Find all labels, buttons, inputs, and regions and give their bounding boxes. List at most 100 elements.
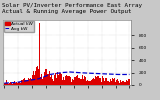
Bar <box>7 82 8 85</box>
Bar <box>4 83 5 85</box>
Bar <box>54 75 55 85</box>
Bar <box>60 73 61 85</box>
Bar <box>123 79 124 85</box>
Bar <box>11 82 12 85</box>
Bar <box>21 80 22 85</box>
Bar <box>31 74 32 85</box>
Bar <box>58 75 59 85</box>
Bar <box>112 78 113 85</box>
Bar <box>116 80 117 85</box>
Bar <box>66 75 67 85</box>
Bar <box>28 78 29 85</box>
Bar <box>95 79 96 85</box>
Bar <box>62 80 63 85</box>
Bar <box>90 81 91 85</box>
Bar <box>109 82 110 85</box>
Bar <box>6 80 7 85</box>
Bar <box>24 78 25 85</box>
Bar <box>15 84 16 85</box>
Bar <box>110 79 111 85</box>
Bar <box>119 79 120 85</box>
Bar <box>51 75 52 85</box>
Legend: Actual kW, Avg kW: Actual kW, Avg kW <box>4 21 34 32</box>
Bar <box>38 69 39 85</box>
Bar <box>49 71 50 85</box>
Bar <box>64 80 65 85</box>
Bar <box>79 77 80 85</box>
Bar <box>12 84 13 85</box>
Bar <box>70 77 71 85</box>
Bar <box>34 75 35 85</box>
Bar <box>85 76 86 85</box>
Bar <box>44 72 45 85</box>
Bar <box>55 77 56 85</box>
Bar <box>82 75 83 85</box>
Bar <box>86 80 87 85</box>
Bar <box>16 82 17 85</box>
Bar <box>125 82 126 85</box>
Bar <box>73 80 74 85</box>
Bar <box>118 81 119 85</box>
Bar <box>106 78 107 85</box>
Bar <box>17 83 18 85</box>
Bar <box>98 76 99 85</box>
Bar <box>47 73 48 85</box>
Bar <box>96 77 97 85</box>
Bar <box>9 83 10 85</box>
Bar <box>68 76 69 85</box>
Bar <box>76 76 77 85</box>
Bar <box>126 80 127 85</box>
Bar <box>22 80 23 85</box>
Bar <box>40 77 41 85</box>
Bar <box>18 82 19 85</box>
Bar <box>39 76 40 85</box>
Bar <box>26 80 27 85</box>
Bar <box>100 78 101 85</box>
Bar <box>97 76 98 85</box>
Bar <box>61 74 62 85</box>
Bar <box>87 80 88 85</box>
Bar <box>81 79 82 85</box>
Bar <box>23 80 24 85</box>
Bar <box>102 76 103 85</box>
Bar <box>53 81 54 85</box>
Bar <box>37 66 38 85</box>
Bar <box>114 78 115 85</box>
Bar <box>115 78 116 85</box>
Bar <box>14 81 15 85</box>
Bar <box>107 81 108 85</box>
Bar <box>52 79 53 85</box>
Bar <box>83 74 84 85</box>
Bar <box>69 76 70 85</box>
Bar <box>111 80 112 85</box>
Bar <box>46 69 47 85</box>
Bar <box>117 79 118 85</box>
Bar <box>93 78 94 85</box>
Bar <box>75 79 76 85</box>
Text: Solar PV/Inverter Performance East Array Actual & Running Average Power Output: Solar PV/Inverter Performance East Array… <box>2 3 142 14</box>
Bar <box>20 82 21 85</box>
Bar <box>8 84 9 85</box>
Bar <box>122 81 123 85</box>
Bar <box>129 79 130 85</box>
Bar <box>120 80 121 85</box>
Bar <box>74 77 75 85</box>
Bar <box>41 74 42 85</box>
Bar <box>42 79 43 85</box>
Bar <box>65 76 66 85</box>
Bar <box>99 76 100 85</box>
Bar <box>103 80 104 85</box>
Bar <box>127 80 128 85</box>
Bar <box>48 74 49 85</box>
Bar <box>80 79 81 85</box>
Bar <box>92 79 93 85</box>
Bar <box>56 78 57 85</box>
Bar <box>43 76 44 85</box>
Bar <box>108 81 109 85</box>
Bar <box>94 79 95 85</box>
Bar <box>77 75 78 85</box>
Bar <box>59 77 60 85</box>
Bar <box>121 82 122 85</box>
Bar <box>33 71 34 85</box>
Bar <box>84 76 85 85</box>
